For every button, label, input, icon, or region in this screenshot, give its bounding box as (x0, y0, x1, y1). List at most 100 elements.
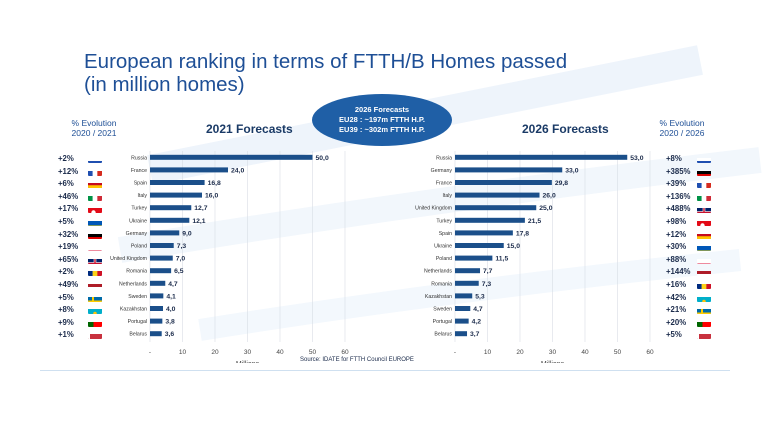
flag-it-icon (697, 192, 711, 201)
bar-value-label: 6,5 (174, 268, 184, 275)
evolution-value: +6% (58, 179, 74, 189)
bar (455, 217, 525, 223)
bar (455, 268, 481, 274)
category-label: Netherlands (424, 269, 452, 275)
category-label: Poland (131, 244, 147, 250)
title-line-2: (in million homes) (84, 73, 245, 96)
bar-value-label: 4,1 (166, 293, 176, 300)
bar (150, 293, 164, 299)
bar-value-label: 24,0 (231, 167, 244, 174)
left-evo-row: +2% (58, 153, 118, 165)
x-tick-label: - (454, 349, 456, 356)
evolution-value: +5% (58, 292, 74, 302)
flag-es-icon (697, 230, 711, 239)
category-label: Romania (431, 281, 452, 287)
bar-value-label: 16,8 (208, 180, 221, 187)
left-evo-row: +32% (58, 229, 118, 241)
category-label: Russia (436, 155, 452, 161)
right-evo-row: +12% (666, 229, 726, 241)
category-label: Ukraine (129, 218, 147, 224)
chart-2021: - 10 20 30 40 50 60 Millions Russia 50,0 France 24,… (110, 151, 349, 363)
right-evo-row: +385% (666, 166, 726, 178)
bar (455, 293, 473, 299)
category-label: Italy (137, 193, 147, 199)
left-evo-row: +49% (58, 279, 118, 291)
bar (455, 318, 469, 324)
evolution-value: +20% (666, 317, 687, 327)
flag-nl-icon (697, 267, 711, 277)
right-evo-row: +20% (666, 317, 726, 329)
category-label: Kazakhstan (425, 294, 452, 300)
category-label: Belarus (129, 332, 147, 338)
title-line-1: European ranking in terms of FTTH/B Home… (84, 50, 568, 73)
bar (150, 205, 192, 211)
evolution-value: +98% (666, 217, 687, 226)
bar-value-label: 12,1 (192, 218, 205, 225)
flag-de-icon (697, 167, 711, 176)
bubble-line-1: 2026 Forecasts (354, 105, 410, 114)
left-evo-row: +46% (58, 191, 118, 203)
bar (150, 268, 172, 274)
bar (150, 255, 173, 261)
bar-value-label: 4,7 (473, 306, 483, 313)
evolution-value: +488% (666, 204, 691, 214)
category-label: Russia (131, 155, 147, 161)
right-evo-row: +30% (666, 241, 726, 253)
left-evo-row: +6% (58, 178, 118, 190)
x-tick-label: 40 (276, 349, 284, 356)
left-evo-row: +17% (58, 203, 118, 215)
chart-2026: - 10 20 30 40 50 60 Millions Russia 53,0 Germany 33… (415, 151, 654, 363)
evolution-value: +8% (666, 154, 682, 163)
evolution-value: +136% (666, 191, 691, 201)
flag-ro-icon (697, 280, 711, 289)
category-label: Portugal (433, 319, 452, 325)
category-label: France (436, 181, 452, 187)
flag-ru-icon (88, 154, 102, 163)
right-chart-title: 2026 Forecasts (522, 122, 609, 136)
right-evo-row: +98% (666, 216, 726, 228)
x-tick-label: 50 (309, 349, 317, 356)
bar-value-label: 12,7 (194, 205, 207, 212)
category-label: Italy (442, 193, 452, 199)
source-note: Source: IDATE for FTTH Council EUROPE (300, 357, 414, 363)
category-label: Germany (431, 168, 453, 174)
flag-es-icon (88, 179, 102, 189)
right-evo-row: +144% (666, 266, 726, 278)
bar (455, 192, 540, 198)
flag-by-icon (88, 330, 102, 340)
category-label: Spain (439, 231, 452, 237)
bar (455, 154, 628, 160)
flag-se-icon (697, 305, 711, 315)
bar (455, 230, 513, 236)
evolution-value: +5% (666, 330, 682, 340)
flag-pl-icon (697, 255, 711, 264)
flag-kz-icon (88, 305, 102, 315)
page-title: European ranking in terms of FTTH/B Home… (84, 50, 567, 96)
bar (150, 331, 162, 337)
right-evo-row: +5% (666, 329, 726, 341)
flag-tr-icon (88, 204, 102, 214)
bar (455, 280, 479, 286)
evolution-value: +46% (58, 191, 79, 201)
left-chart-title: 2021 Forecasts (206, 122, 293, 136)
flag-ro-icon (88, 267, 102, 277)
bar-value-label: 16,0 (205, 193, 218, 200)
x-axis-label: Millions (236, 361, 260, 363)
flag-se-icon (88, 293, 102, 302)
bar-value-label: 4,7 (168, 281, 178, 288)
bar-value-label: 7,0 (176, 256, 186, 263)
evolution-value: +12% (58, 166, 79, 176)
flag-gb-icon (88, 255, 102, 264)
evolution-value: +88% (666, 254, 687, 264)
bar (150, 243, 174, 248)
evolution-value: +2% (58, 267, 74, 277)
right-evo-row: +88% (666, 254, 726, 266)
bar (455, 167, 563, 173)
x-tick-label: - (149, 349, 151, 356)
flag-ua-icon (697, 242, 711, 252)
category-label: Ukraine (434, 244, 452, 250)
bar-value-label: 4,2 (472, 319, 482, 326)
bar (150, 306, 163, 311)
bar-value-label: 26,0 (543, 193, 556, 200)
category-label: Turkey (131, 206, 147, 212)
